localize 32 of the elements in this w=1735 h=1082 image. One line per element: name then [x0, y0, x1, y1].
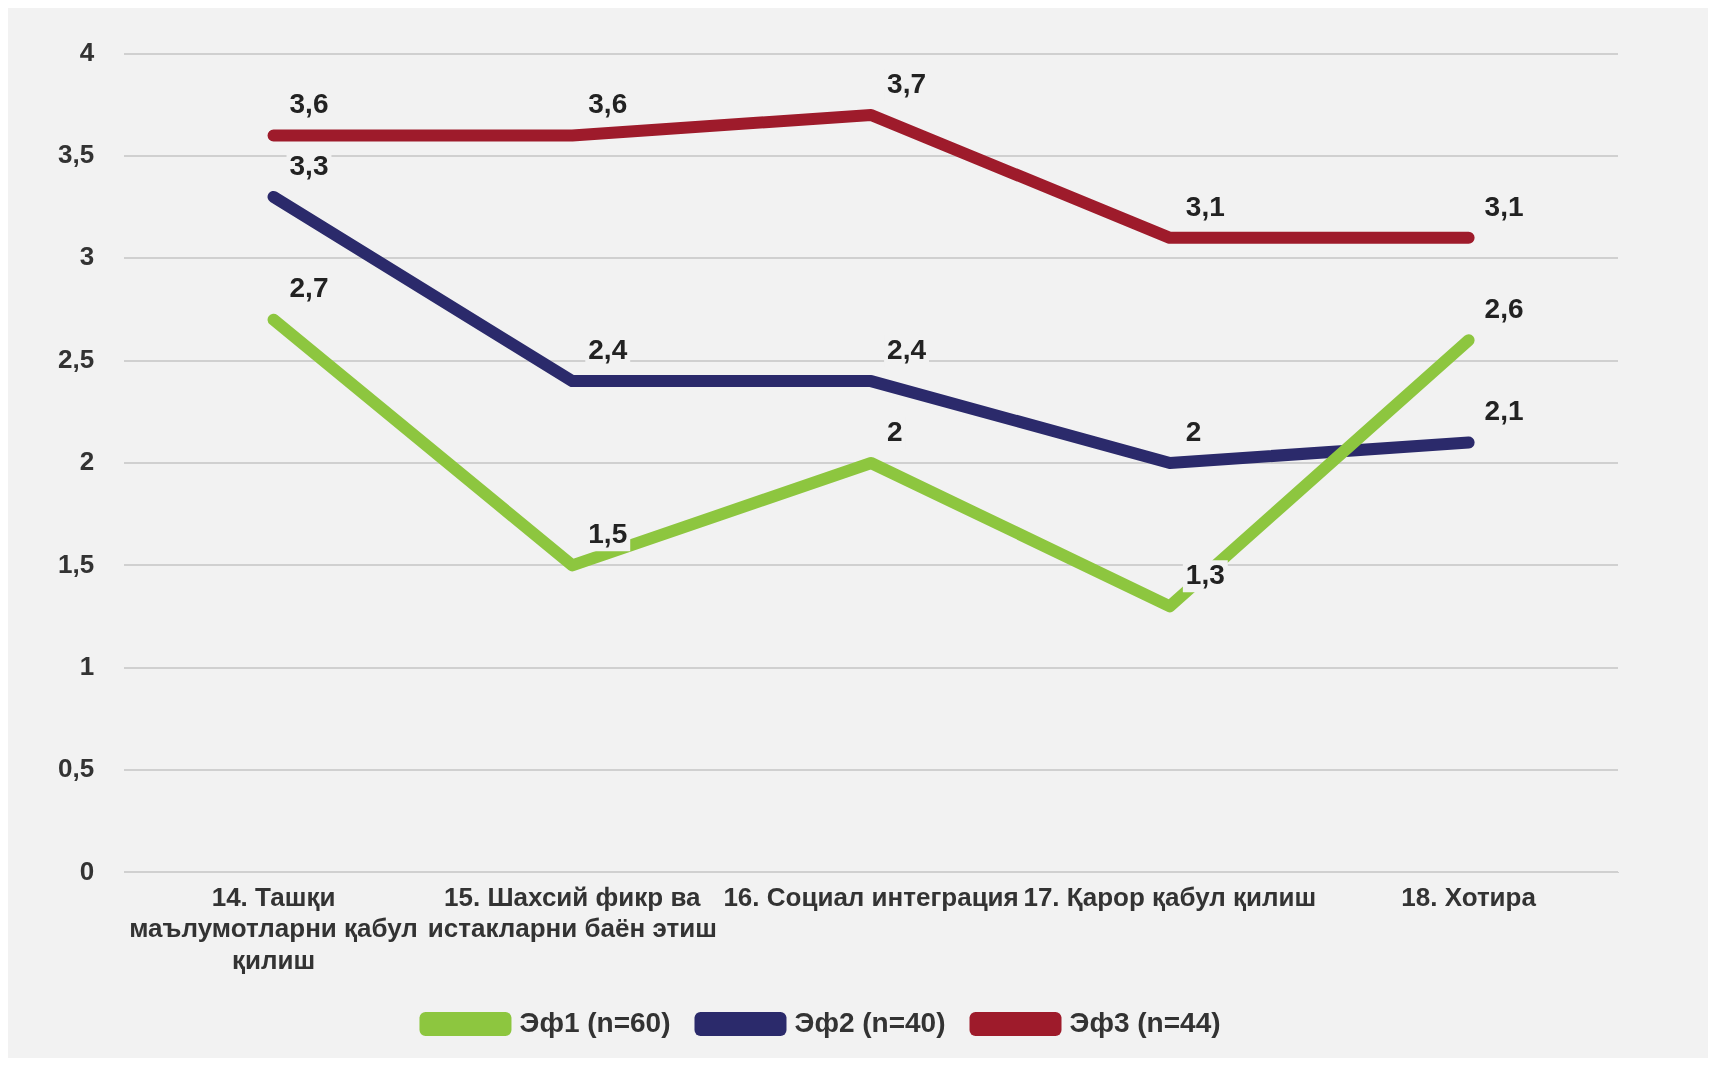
x-tick-label: 15. Шахсий фикр ва истакларни баён этиш	[427, 882, 717, 944]
y-tick-label: 3	[79, 241, 95, 272]
x-tick-label: 17. Қарор қабул қилиш	[1023, 882, 1317, 913]
y-tick-label: 1,5	[57, 548, 95, 579]
data-label: 2	[1185, 415, 1202, 447]
data-label: 3,3	[289, 149, 329, 181]
legend-label: Эф2 (n=40)	[794, 1006, 946, 1038]
data-label: 2,4	[588, 333, 628, 365]
data-label: 2,1	[1484, 395, 1524, 427]
data-label: 3,7	[887, 67, 927, 99]
x-tick-label: 18. Хотира	[1401, 882, 1537, 913]
data-label: 2,4	[887, 333, 927, 365]
y-tick-label: 1	[79, 650, 95, 681]
x-tick-label: 14. Ташқи маълумотларни қабул қилиш	[129, 882, 418, 975]
data-label: 2,6	[1484, 292, 1524, 324]
data-label: 3,1	[1185, 190, 1225, 222]
y-tick-label: 2,5	[57, 343, 95, 374]
y-tick-label: 0	[79, 855, 95, 886]
y-tick-label: 2	[79, 446, 95, 477]
y-tick-label: 4	[79, 36, 95, 67]
data-label: 1,5	[588, 518, 628, 550]
y-tick-label: 0,5	[57, 753, 95, 784]
legend-label: Эф1 (n=60)	[519, 1006, 671, 1038]
data-label: 2,7	[289, 272, 329, 304]
x-tick-label: 16. Социал интеграция	[723, 882, 1019, 913]
y-tick-label: 3,5	[57, 139, 95, 170]
data-label: 1,3	[1185, 559, 1225, 591]
data-label: 3,6	[588, 88, 628, 120]
legend-label: Эф3 (n=44)	[1069, 1006, 1221, 1038]
data-label: 3,1	[1484, 190, 1524, 222]
data-label: 2	[887, 415, 903, 447]
data-label: 3,6	[289, 88, 329, 120]
